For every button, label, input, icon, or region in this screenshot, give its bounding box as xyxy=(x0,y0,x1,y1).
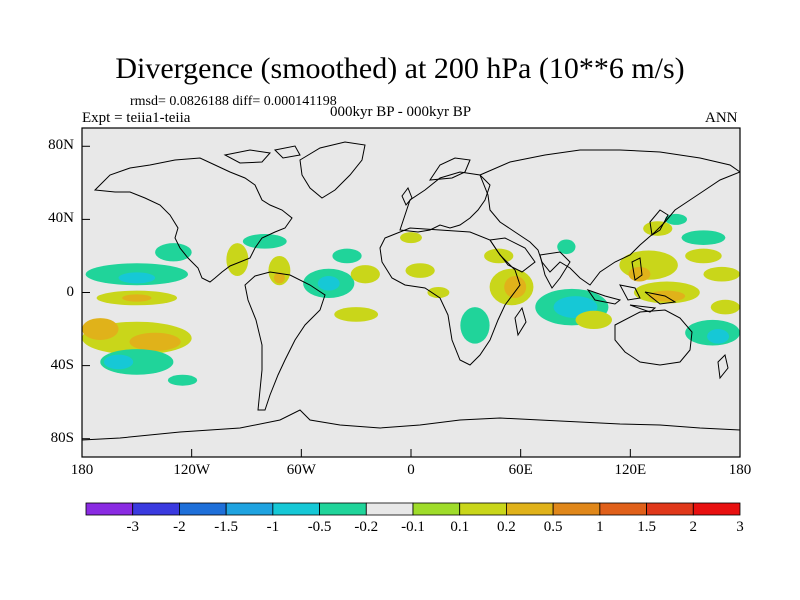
coast-new-zealand xyxy=(717,354,729,380)
colorbar-swatch xyxy=(272,502,320,516)
anomaly-region-9 xyxy=(122,294,152,302)
colorbar-label: 1 xyxy=(596,519,604,535)
anomaly-region-24 xyxy=(460,307,490,344)
lat-tick-label: 40N xyxy=(48,210,74,227)
anomaly-region-25 xyxy=(484,248,514,264)
coast-indonesia xyxy=(586,284,677,313)
colorbar-swatch xyxy=(692,502,741,516)
anomaly-region-18 xyxy=(334,307,379,322)
anomaly-region-13 xyxy=(273,272,285,284)
colorbar-label: -0.1 xyxy=(401,519,425,535)
colorbar-swatch xyxy=(646,502,694,516)
coast-scandinavia xyxy=(429,157,471,181)
colorbar-swatch xyxy=(132,502,180,516)
coast-greenland xyxy=(299,141,366,199)
colorbar-label: -2 xyxy=(173,519,186,535)
colorbar-swatch xyxy=(319,502,367,516)
anomaly-region-40 xyxy=(707,329,730,344)
anomaly-region-21 xyxy=(427,287,450,298)
colorbar-label: 1.5 xyxy=(637,519,656,535)
coast-uk xyxy=(401,186,413,206)
anomaly-region-15 xyxy=(317,276,340,291)
anomaly-region-1 xyxy=(129,332,181,351)
coast-india xyxy=(539,251,571,289)
lat-tick-label: 80S xyxy=(50,429,74,446)
colorbar-label: 3 xyxy=(736,519,744,535)
anomaly-region-20 xyxy=(405,263,435,278)
colorbar-swatch xyxy=(85,502,134,516)
anomaly-region-33 xyxy=(648,290,686,302)
coast-arctic-islands xyxy=(223,145,301,164)
anomaly-region-23 xyxy=(504,276,527,298)
anomaly-region-37 xyxy=(685,248,722,264)
coast-philippines xyxy=(631,257,643,281)
lon-tick-label: 60E xyxy=(508,462,533,478)
lon-tick-label: 60W xyxy=(286,462,316,478)
colorbar-swatch xyxy=(599,502,647,516)
coast-japan xyxy=(649,209,669,236)
map-background xyxy=(82,128,740,457)
anomaly-layer xyxy=(82,213,740,386)
anomaly-region-11 xyxy=(242,234,287,249)
colorbar-swatch xyxy=(506,502,554,516)
lon-tick-label: 120E xyxy=(614,462,647,478)
colorbar-swatch xyxy=(365,502,414,516)
coast-europe xyxy=(399,171,491,233)
anomaly-region-7 xyxy=(155,243,192,262)
anomaly-region-42 xyxy=(167,374,198,386)
coast-antarctica xyxy=(82,409,740,441)
colorbar-label: 2 xyxy=(689,519,698,535)
anomaly-region-36 xyxy=(681,230,726,245)
coast-africa xyxy=(379,227,521,366)
colorbar-label: -3 xyxy=(126,519,139,535)
anomaly-region-16 xyxy=(332,248,362,264)
anomaly-region-29 xyxy=(557,239,576,255)
anomaly-region-17 xyxy=(350,265,380,284)
colorbar-swatch xyxy=(412,502,461,516)
colorbar-swatch xyxy=(552,502,601,516)
colorbar-label: -1.5 xyxy=(214,519,239,535)
coastline-layer xyxy=(82,141,740,441)
colorbar-label: -0.5 xyxy=(307,519,332,535)
anomaly-region-10 xyxy=(226,243,249,277)
lon-tick-label: 0 xyxy=(407,462,415,478)
coast-asia xyxy=(479,149,740,286)
anomaly-region-35 xyxy=(665,213,687,225)
period-label: 000kyr BP - 000kyr BP xyxy=(330,104,472,120)
season-label: ANN xyxy=(705,110,738,126)
colorbar-label: 0.5 xyxy=(543,519,563,535)
experiment-label: Expt = teiia1-teiia xyxy=(82,110,191,126)
coast-madagascar xyxy=(514,306,527,337)
lon-tick-label: 180 xyxy=(70,462,94,478)
lon-tick-label: 120W xyxy=(173,462,210,478)
coast-australia xyxy=(614,309,693,366)
axis-ticks xyxy=(81,145,741,457)
colorbar-label: 0.2 xyxy=(497,519,516,535)
coast-north-america xyxy=(93,157,293,283)
anomaly-region-6 xyxy=(118,272,156,284)
colorbar-swatch xyxy=(459,502,507,516)
lon-tick-label: 180 xyxy=(728,462,752,478)
anomaly-region-28 xyxy=(575,310,613,330)
lat-tick-label: 40S xyxy=(50,356,74,373)
anomaly-region-31 xyxy=(628,266,651,282)
colorbar-label: 0.1 xyxy=(450,519,470,535)
colorbar-swatch xyxy=(179,502,227,516)
anomaly-region-19 xyxy=(400,232,422,244)
colorbar-swatch xyxy=(225,502,274,516)
anomaly-region-2 xyxy=(82,318,119,341)
coast-south-america xyxy=(244,271,326,411)
coast-arabia xyxy=(489,237,536,273)
colorbar-label: -0.2 xyxy=(354,519,379,535)
lat-tick-label: 0 xyxy=(66,283,75,300)
anomaly-region-41 xyxy=(710,299,740,315)
plot-title: Divergence (smoothed) at 200 hPa (10**6 … xyxy=(115,52,685,85)
anomaly-region-4 xyxy=(103,354,134,370)
lat-tick-label: 80N xyxy=(48,137,74,154)
stats-label: rmsd= 0.0826188 diff= 0.000141198 xyxy=(130,94,337,109)
colorbar-label: -1 xyxy=(266,519,280,535)
anomaly-region-38 xyxy=(703,266,740,282)
